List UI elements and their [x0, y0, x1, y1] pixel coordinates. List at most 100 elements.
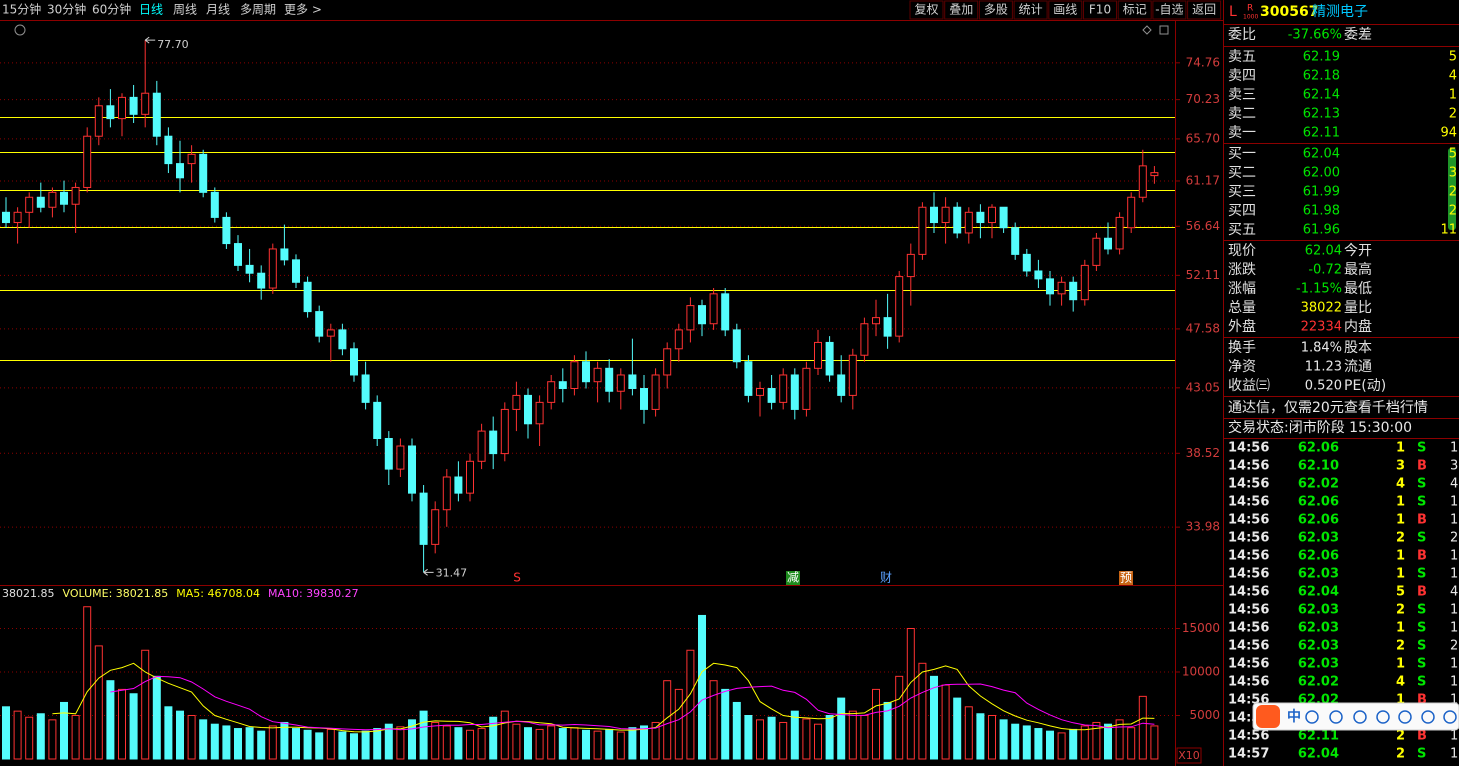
volume-bar [721, 688, 730, 760]
candle-body [222, 216, 231, 245]
candle-body [953, 206, 962, 234]
tick-count: 1 [1450, 549, 1458, 564]
period-tab[interactable]: 日线 [139, 3, 163, 17]
tick-count: 1 [1450, 567, 1458, 582]
panel-icon[interactable] [14, 24, 26, 36]
candle-body [1034, 270, 1043, 280]
volume-bar [210, 723, 219, 760]
ime-icon[interactable] [1329, 710, 1343, 724]
ime-logo[interactable] [1256, 705, 1280, 728]
quote-value: 0.520 [1305, 379, 1342, 394]
volume-bar [651, 721, 660, 760]
volume-bar [234, 728, 242, 760]
ime-bar[interactable] [1252, 702, 1459, 731]
event-marker[interactable]: 预 [1120, 571, 1132, 585]
candle-body [767, 388, 776, 403]
notice[interactable]: 通达信，仅需20元查看千档行情 [1228, 400, 1428, 416]
volume-bar [83, 606, 92, 760]
scrollbar[interactable] [1448, 148, 1456, 230]
period-tab[interactable]: 15分钟 [2, 2, 41, 17]
volume-bar [338, 731, 347, 760]
book-volume: 3 [1449, 166, 1457, 181]
event-marker[interactable]: 减 [787, 571, 799, 585]
tick-time: 14:56 [1228, 657, 1269, 672]
volume-bar [152, 675, 161, 760]
volume-bar [906, 628, 915, 760]
toolbar-button[interactable]: 标记 [1123, 3, 1147, 17]
volume-bar [663, 680, 672, 760]
period-tab[interactable]: 更多 > [284, 3, 322, 17]
candle-body [732, 329, 741, 363]
tick-count: 3 [1450, 459, 1458, 474]
toolbar-button[interactable]: 画线 [1053, 3, 1077, 17]
toolbar-button[interactable]: 多股 [984, 3, 1008, 17]
candle-body [338, 329, 347, 350]
book-label: 买五 [1228, 222, 1256, 238]
candle-body [431, 509, 440, 545]
volume-bar [837, 697, 846, 760]
panel-icon[interactable] [1142, 25, 1152, 35]
event-marker[interactable]: S [513, 571, 521, 585]
tick-time: 14:5 [1228, 711, 1260, 726]
toolbar-button[interactable]: 统计 [1019, 3, 1043, 17]
candle-body [164, 135, 173, 165]
toolbar-button[interactable]: 复权 [914, 3, 938, 17]
candle-body [906, 253, 915, 278]
volume-bar [1080, 725, 1089, 760]
panel-icon[interactable] [1159, 25, 1169, 35]
period-tab[interactable]: 30分钟 [47, 2, 86, 17]
ime-icon[interactable] [1398, 710, 1412, 724]
period-tab[interactable]: 60分钟 [92, 2, 131, 17]
candle-body [779, 374, 788, 403]
ma-line [52, 662, 1155, 733]
tick-volume: 2 [1396, 729, 1405, 744]
volume-bar [454, 727, 463, 760]
tick-volume: 2 [1396, 531, 1405, 546]
tick-volume: 1 [1396, 495, 1405, 510]
tick-count: 2 [1450, 531, 1458, 546]
candle-body [25, 196, 34, 213]
candle-body [1092, 237, 1101, 266]
ime-icon[interactable] [1421, 710, 1435, 724]
ime-icon[interactable] [1443, 710, 1457, 724]
quote-value: 38022 [1301, 301, 1342, 316]
toolbar-button-frame [1187, 0, 1222, 20]
period-tab[interactable]: 多周期 [240, 3, 276, 17]
volume-bar [1046, 730, 1054, 760]
candle-body [60, 191, 68, 205]
candle-body [1138, 165, 1147, 198]
ime-icon[interactable] [1353, 710, 1367, 724]
toolbar-button[interactable]: 返回 [1192, 3, 1216, 17]
volume-bar [814, 723, 822, 760]
volume-bar [500, 710, 509, 760]
book-volume: 2 [1449, 204, 1457, 219]
candle-body [941, 206, 950, 224]
toolbar-button[interactable]: -自选 [1155, 3, 1183, 17]
ime-icon[interactable] [1376, 710, 1390, 724]
tick-time: 14:56 [1228, 477, 1269, 492]
event-marker[interactable]: 财 [880, 571, 892, 585]
toolbar-button[interactable]: 叠加 [949, 3, 973, 17]
tick-volume: 3 [1396, 459, 1405, 474]
y-tick-label: 15000 [1182, 621, 1220, 635]
tick-side: B [1417, 585, 1427, 600]
candle-body [396, 445, 405, 470]
candle-body [1104, 237, 1112, 250]
tick-volume: 2 [1396, 747, 1405, 762]
tick-price: 62.03 [1298, 567, 1339, 582]
tick-count: 1 [1450, 693, 1458, 708]
market-tag: L [1229, 4, 1237, 20]
toolbar-button[interactable]: F10 [1089, 3, 1111, 17]
candle-body [326, 329, 335, 337]
y-tick-label: 56.64 [1186, 219, 1220, 233]
volume-bar [1138, 695, 1147, 760]
ime-lang[interactable]: 中 [1287, 708, 1301, 725]
extreme-arrow [423, 568, 434, 576]
period-tab[interactable]: 月线 [206, 3, 230, 17]
book-label: 买三 [1228, 184, 1256, 200]
book-label: 卖二 [1228, 106, 1256, 122]
period-tab[interactable]: 周线 [173, 3, 197, 17]
extreme-label: 77.70 [157, 38, 189, 51]
ime-icon[interactable] [1305, 710, 1319, 724]
